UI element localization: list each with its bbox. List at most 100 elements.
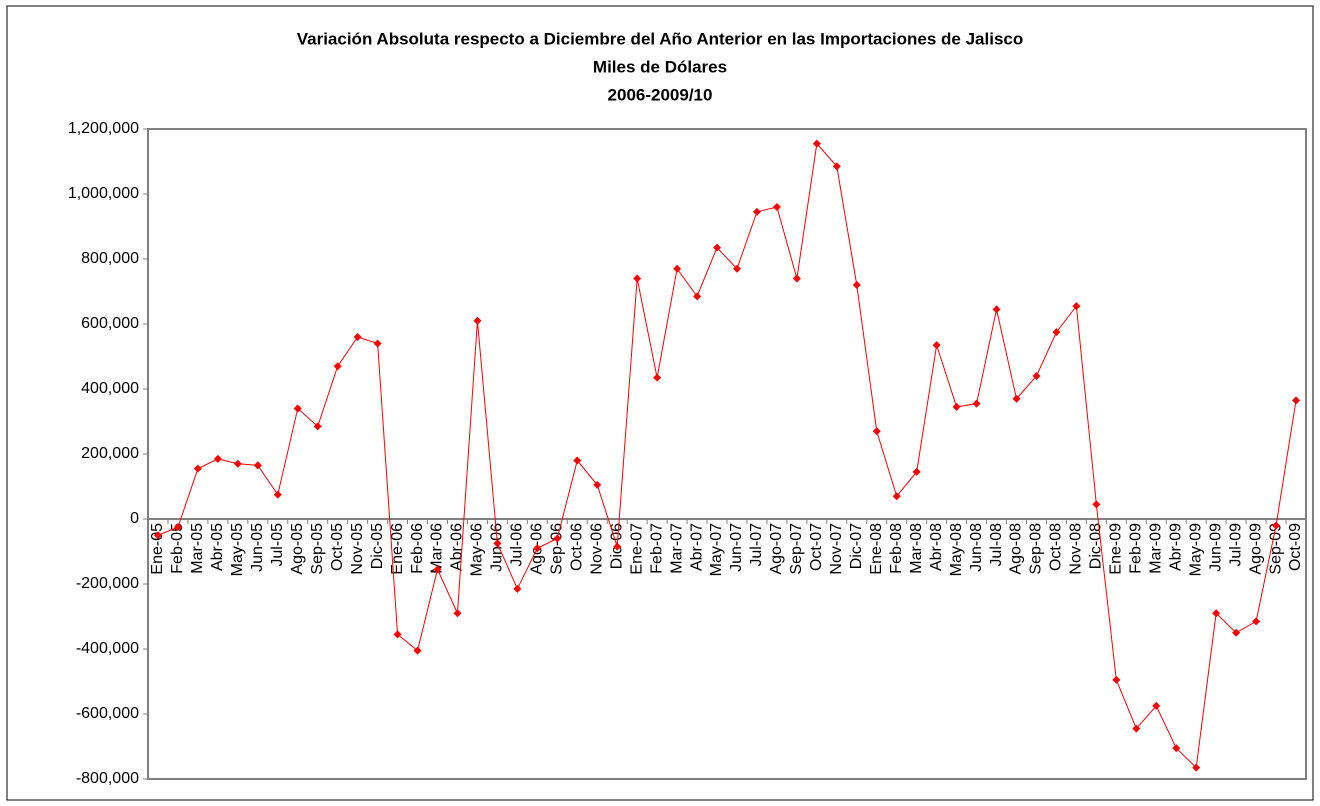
data-point: [1112, 675, 1121, 684]
data-point: [952, 402, 961, 411]
data-point: [653, 373, 662, 382]
data-point: [1152, 701, 1161, 710]
x-tick-label: Mar-08: [908, 523, 925, 574]
data-point: [453, 609, 462, 618]
x-tick-label: Ago-09: [1247, 523, 1264, 575]
data-point: [273, 490, 282, 499]
x-tick-label: Nov-08: [1068, 523, 1085, 575]
x-tick-label: May-06: [469, 523, 486, 576]
data-point: [693, 292, 702, 301]
data-point: [593, 480, 602, 489]
chart-title: Variación Absoluta respecto a Diciembre …: [297, 29, 1024, 48]
data-point: [1272, 521, 1281, 530]
x-tick-label: Dic-05: [369, 523, 386, 569]
data-point: [433, 565, 442, 574]
data-point: [1192, 763, 1201, 772]
data-point: [812, 139, 821, 148]
x-tick-label: May-07: [708, 523, 725, 576]
y-tick-label: 800,000: [81, 250, 139, 267]
x-tick-label: Feb-07: [648, 523, 665, 574]
data-point: [153, 531, 162, 540]
y-tick-label: -400,000: [76, 640, 139, 657]
data-point: [1092, 500, 1101, 509]
x-tick-label: May-09: [1187, 523, 1204, 576]
data-point: [872, 427, 881, 436]
y-tick-label: 1,200,000: [68, 120, 139, 137]
data-point: [992, 305, 1001, 314]
data-point: [1072, 302, 1081, 311]
data-point: [633, 274, 642, 283]
data-point: [772, 203, 781, 211]
y-tick-label: 0: [130, 510, 139, 527]
data-point: [313, 422, 322, 431]
data-point: [493, 539, 502, 548]
y-tick-label: -600,000: [76, 705, 139, 722]
y-tick-label: 1,000,000: [68, 185, 139, 202]
x-tick-label: Abr-05: [209, 523, 226, 571]
x-tick-label: Feb-09: [1128, 523, 1145, 574]
x-tick-label: Oct-08: [1048, 523, 1065, 571]
x-tick-label: Dic-08: [1088, 523, 1105, 569]
x-tick-label: Feb-08: [888, 523, 905, 574]
x-tick-label: Mar-07: [668, 523, 685, 574]
data-point: [533, 544, 542, 553]
y-tick-label: -200,000: [76, 575, 139, 592]
x-tick-label: Dic-07: [848, 523, 865, 569]
y-tick-label: 600,000: [81, 315, 139, 332]
x-tick-label: Jun-08: [968, 523, 985, 572]
x-tick-label: Nov-07: [828, 523, 845, 575]
x-tick-label: Sep-09: [1267, 523, 1284, 575]
x-tick-label: Jul-05: [269, 523, 286, 567]
x-tick-label: Feb-06: [409, 523, 426, 574]
data-point: [1292, 396, 1301, 405]
x-tick-label: Jun-07: [728, 523, 745, 572]
data-point: [852, 281, 861, 289]
data-point: [233, 459, 242, 468]
data-point: [832, 162, 841, 171]
data-point: [613, 542, 622, 551]
y-tick-label: 200,000: [81, 445, 139, 462]
x-tick-label: Mar-05: [189, 523, 206, 574]
data-point: [1012, 394, 1021, 403]
x-tick-label: Jun-06: [489, 523, 506, 572]
data-point: [673, 264, 682, 273]
x-tick-label: Ago-08: [1008, 523, 1025, 575]
data-point: [293, 404, 302, 413]
plot-area: [147, 128, 1307, 780]
x-tick-label: Ene-08: [868, 523, 885, 575]
x-tick-label: May-05: [229, 523, 246, 576]
x-tick-label: Oct-05: [329, 523, 346, 571]
x-tick-label: Oct-09: [1287, 523, 1304, 571]
data-point: [1232, 628, 1241, 637]
data-point: [1052, 328, 1061, 337]
data-point: [513, 584, 522, 593]
x-tick-label: Sep-07: [788, 523, 805, 575]
x-tick-label: Ene-09: [1108, 523, 1125, 575]
data-point: [253, 461, 262, 470]
x-tick-label: Sep-05: [309, 523, 326, 575]
data-point: [972, 399, 981, 408]
y-tick-label: -800,000: [76, 770, 139, 787]
x-tick-label: Mar-09: [1147, 523, 1164, 574]
data-point: [1212, 609, 1221, 618]
data-point: [932, 341, 941, 350]
x-tick-label: Jul-06: [509, 523, 526, 567]
data-point: [732, 264, 741, 273]
data-point: [892, 492, 901, 501]
x-tick-label: Ago-05: [289, 523, 306, 575]
y-tick-label: 400,000: [81, 380, 139, 397]
data-line: [157, 142, 1297, 769]
chart-subtitle: Miles de Dólares: [593, 57, 727, 76]
x-tick-label: Jul-08: [988, 523, 1005, 567]
data-point: [912, 467, 921, 476]
data-point: [333, 362, 342, 371]
x-tick-label: Oct-06: [568, 523, 585, 571]
x-tick-label: Ago-07: [768, 523, 785, 575]
data-point: [393, 630, 402, 639]
x-tick-label: Jul-09: [1227, 523, 1244, 567]
data-point: [213, 454, 222, 463]
x-tick-label: Abr-08: [928, 523, 945, 571]
x-tick-label: Ene-05: [149, 523, 166, 575]
